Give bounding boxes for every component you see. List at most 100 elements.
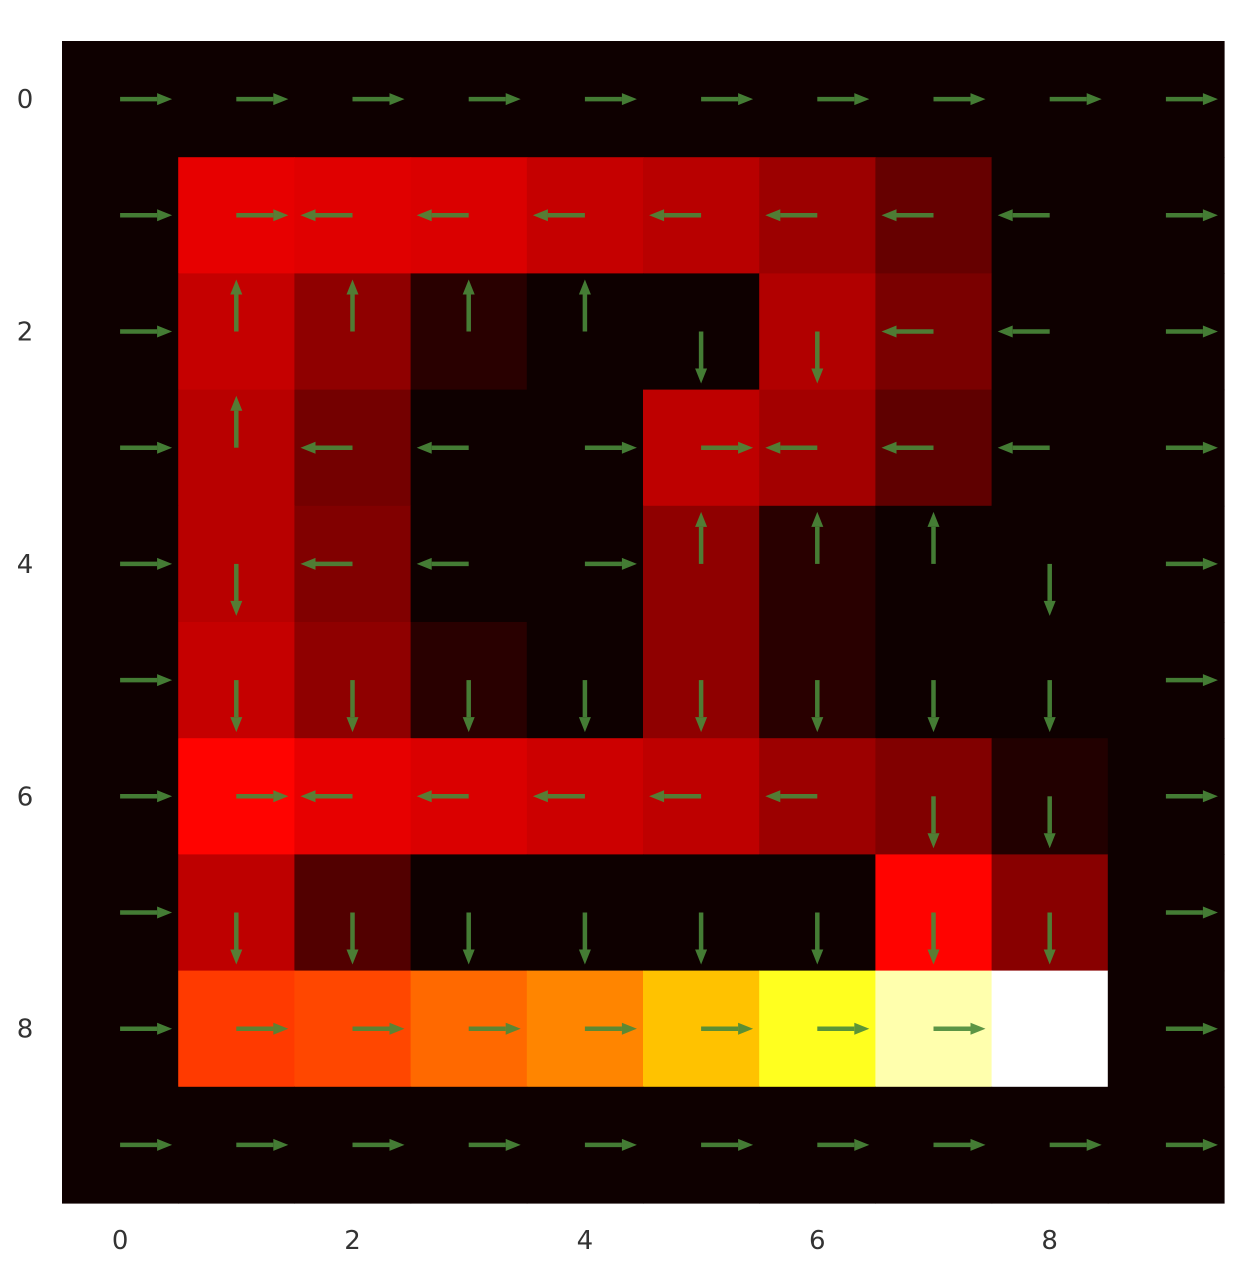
- policy-arrow-4-7: [927, 511, 940, 564]
- policy-arrow-3-1: [230, 395, 243, 448]
- policy-arrow-0-7: [933, 93, 986, 106]
- policy-arrow-0-4: [584, 93, 637, 106]
- policy-arrow-3-9: [1165, 441, 1218, 454]
- policy-arrow-5-5: [695, 680, 708, 733]
- policy-arrow-7-0: [120, 906, 173, 919]
- policy-arrow-1-0: [120, 209, 173, 222]
- policy-arrow-7-4: [578, 912, 591, 965]
- policy-arrow-2-5: [695, 331, 708, 384]
- policy-arrow-2-2: [346, 279, 359, 332]
- policy-arrow-6-2: [300, 790, 353, 803]
- policy-arrow-2-6: [811, 331, 824, 384]
- policy-arrow-0-3: [468, 93, 521, 106]
- policy-arrow-0-6: [817, 93, 870, 106]
- policy-arrow-9-4: [584, 1138, 637, 1151]
- policy-arrow-3-0: [120, 441, 173, 454]
- policy-arrow-7-2: [346, 912, 359, 965]
- policy-arrow-1-3: [416, 209, 469, 222]
- policy-arrow-6-7: [927, 796, 940, 849]
- policy-arrows: [120, 93, 1218, 1151]
- policy-arrow-1-1: [236, 209, 289, 222]
- policy-arrow-5-6: [811, 680, 824, 733]
- policy-arrow-6-8: [1043, 796, 1056, 849]
- policy-arrow-9-2: [352, 1138, 405, 1151]
- policy-arrow-3-8: [997, 441, 1050, 454]
- policy-arrow-1-8: [997, 209, 1050, 222]
- policy-arrow-4-3: [416, 557, 469, 570]
- policy-arrow-7-8: [1043, 912, 1056, 965]
- policy-arrow-5-4: [578, 680, 591, 733]
- policy-arrow-5-8: [1043, 680, 1056, 733]
- policy-arrow-2-8: [997, 325, 1050, 338]
- policy-arrow-3-4: [584, 441, 637, 454]
- policy-arrow-9-7: [933, 1138, 986, 1151]
- policy-arrow-4-8: [1043, 563, 1056, 616]
- policy-arrow-6-5: [649, 790, 702, 803]
- x-axis-ticks: 0 2 4 6 8: [112, 1226, 1058, 1256]
- policy-arrow-3-3: [416, 441, 469, 454]
- policy-arrow-2-7: [881, 325, 934, 338]
- y-tick-label-4: 4: [17, 550, 34, 580]
- policy-arrow-2-4: [578, 279, 591, 332]
- policy-arrow-0-2: [352, 93, 405, 106]
- policy-arrow-7-7: [927, 912, 940, 965]
- policy-arrow-8-7: [933, 1022, 986, 1035]
- policy-arrow-9-3: [468, 1138, 521, 1151]
- x-tick-label-6: 6: [809, 1226, 826, 1256]
- policy-arrow-2-3: [462, 279, 475, 332]
- policy-arrow-7-3: [462, 912, 475, 965]
- policy-arrow-3-7: [881, 441, 934, 454]
- policy-arrow-8-4: [584, 1022, 637, 1035]
- policy-arrow-3-5: [701, 441, 754, 454]
- y-tick-label-2: 2: [17, 318, 34, 348]
- policy-arrow-5-1: [230, 680, 243, 733]
- policy-arrow-4-0: [120, 557, 173, 570]
- policy-arrow-0-0: [120, 93, 173, 106]
- heatmap-cell-8-8: [991, 970, 1109, 1088]
- x-tick-label-8: 8: [1041, 1226, 1058, 1256]
- y-tick-label-0: 0: [17, 85, 34, 115]
- policy-arrow-1-4: [532, 209, 585, 222]
- policy-arrow-2-9: [1165, 325, 1218, 338]
- policy-arrow-9-1: [236, 1138, 289, 1151]
- policy-arrow-9-9: [1165, 1138, 1218, 1151]
- policy-arrow-5-0: [120, 674, 173, 687]
- policy-arrow-9-5: [701, 1138, 754, 1151]
- x-tick-label-0: 0: [112, 1226, 129, 1256]
- policy-arrow-8-1: [236, 1022, 289, 1035]
- policy-arrow-6-4: [532, 790, 585, 803]
- policy-arrow-9-8: [1049, 1138, 1102, 1151]
- policy-arrow-7-6: [811, 912, 824, 965]
- policy-arrow-1-6: [765, 209, 818, 222]
- policy-arrow-4-6: [811, 511, 824, 564]
- policy-arrow-1-9: [1165, 209, 1218, 222]
- policy-arrow-1-5: [649, 209, 702, 222]
- y-tick-label-6: 6: [17, 782, 34, 812]
- policy-arrow-4-4: [584, 557, 637, 570]
- policy-arrow-5-7: [927, 680, 940, 733]
- policy-arrow-2-0: [120, 325, 173, 338]
- policy-arrow-8-3: [468, 1022, 521, 1035]
- policy-arrow-0-8: [1049, 93, 1102, 106]
- policy-arrow-7-5: [695, 912, 708, 965]
- x-tick-label-2: 2: [344, 1226, 361, 1256]
- policy-arrow-8-6: [817, 1022, 870, 1035]
- policy-arrow-4-1: [230, 563, 243, 616]
- y-tick-label-8: 8: [17, 1015, 34, 1045]
- policy-arrow-9-0: [120, 1138, 173, 1151]
- policy-arrow-6-9: [1165, 790, 1218, 803]
- policy-arrow-6-1: [236, 790, 289, 803]
- policy-arrow-1-2: [300, 209, 353, 222]
- policy-arrow-6-0: [120, 790, 173, 803]
- policy-arrow-6-3: [416, 790, 469, 803]
- y-axis-ticks: 0 2 4 6 8: [17, 85, 34, 1045]
- policy-arrow-8-0: [120, 1022, 173, 1035]
- policy-arrow-2-1: [230, 279, 243, 332]
- policy-arrow-8-2: [352, 1022, 405, 1035]
- policy-arrow-6-6: [765, 790, 818, 803]
- policy-arrow-8-9: [1165, 1022, 1218, 1035]
- policy-arrow-5-9: [1165, 674, 1218, 687]
- policy-arrow-5-2: [346, 680, 359, 733]
- policy-arrow-4-9: [1165, 557, 1218, 570]
